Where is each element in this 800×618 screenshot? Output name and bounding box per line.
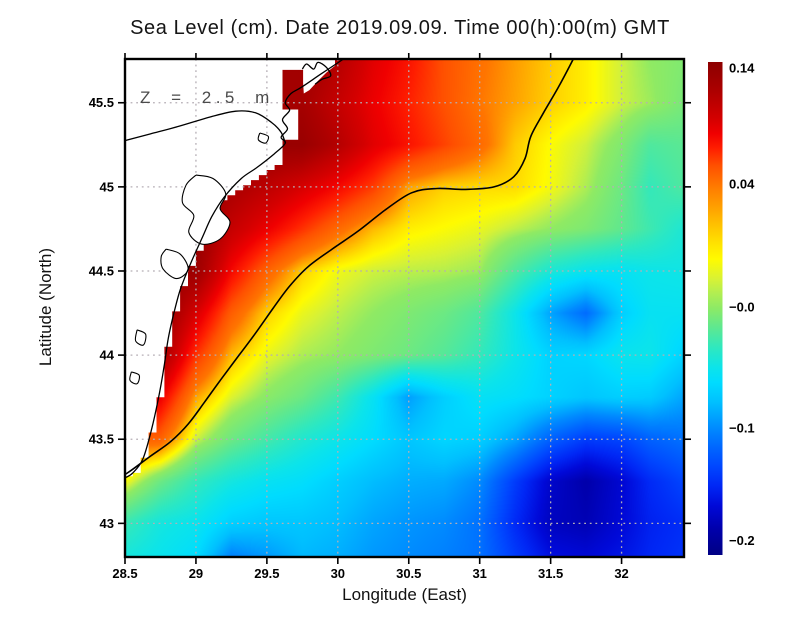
x-tick-label: 30.5 [396, 566, 421, 581]
depth-annotation: Z = 2.5 m [140, 88, 274, 107]
x-axis-label: Longitude (East) [342, 585, 467, 604]
coastline [124, 110, 286, 144]
colorbar-label: −0.1 [729, 420, 755, 435]
y-tick-label: 45.5 [89, 95, 114, 110]
coastline [124, 58, 344, 479]
x-tick-label: 30 [331, 566, 345, 581]
chart-title: Sea Level (cm). Date 2019.09.09. Time 00… [130, 17, 670, 39]
x-tick-label: 29 [189, 566, 203, 581]
land-mask [125, 59, 299, 477]
lagoon-outline [160, 248, 189, 280]
danube-delta-land-patch [281, 59, 335, 94]
colorbar-label: 0.14 [729, 60, 755, 75]
coastline [301, 61, 332, 85]
y-axis-label: Latitude (North) [36, 247, 55, 367]
y-tick-label: 44 [100, 348, 115, 363]
colorbar-label: −0.0 [729, 300, 755, 315]
colorbar-label: −0.2 [729, 533, 755, 548]
lagoon-outline [129, 371, 141, 385]
x-tick-label: 28.5 [112, 566, 137, 581]
x-tick-label: 32 [614, 566, 628, 581]
lagoon-outline [181, 174, 231, 245]
colorbar [708, 62, 723, 555]
colorbar-label: 0.04 [729, 176, 755, 191]
lagoon-outline [257, 132, 270, 144]
x-tick-label: 31 [472, 566, 486, 581]
lagoon-outline [134, 329, 147, 346]
x-tick-label: 29.5 [254, 566, 279, 581]
y-tick-label: 45 [100, 179, 114, 194]
y-tick-label: 43.5 [89, 432, 114, 447]
sea-level-contour-line [124, 58, 575, 476]
x-tick-label: 31.5 [538, 566, 563, 581]
y-tick-label: 43 [100, 516, 114, 531]
y-tick-label: 44.5 [89, 263, 114, 278]
plot-frame [123, 57, 686, 559]
axis-ticks [118, 53, 691, 564]
